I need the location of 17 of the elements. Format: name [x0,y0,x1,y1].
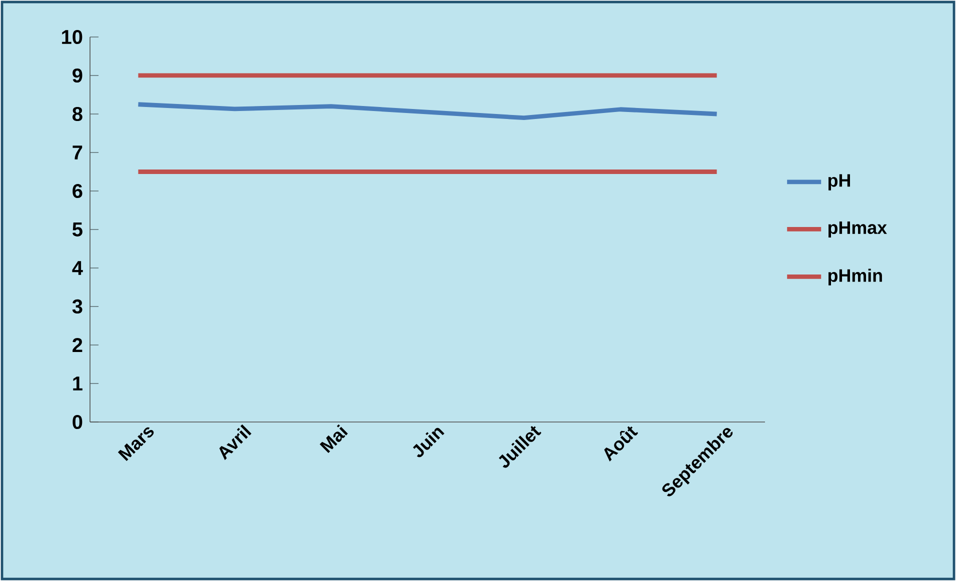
legend-label: pHmax [828,222,887,238]
x-tick-label: Mai [320,424,348,453]
legend-label: pHmin [828,268,882,286]
y-tick-label: 0 [72,414,82,430]
y-tick-label: 7 [72,146,82,160]
y-tick-label: 10 [62,30,82,44]
y-tick-label: 4 [72,261,83,275]
y-tick-label: 1 [73,376,82,390]
line-series [136,102,719,120]
y-tick-label: 5 [72,222,82,236]
legend-label: pH [828,174,850,190]
y-tick-label: 8 [72,106,82,122]
y-tick-label: 9 [72,68,82,83]
x-tick-label: Juin [412,428,444,458]
y-tick-label: 6 [72,184,82,198]
y-tick-label: 2 [72,338,82,352]
y-tick-label: 3 [72,299,82,314]
